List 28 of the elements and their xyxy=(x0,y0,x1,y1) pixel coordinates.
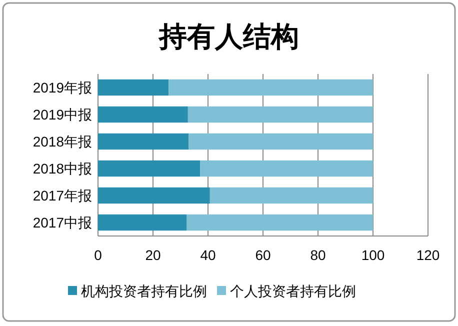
legend-label: 个人投资者持有比例 xyxy=(230,283,356,299)
bar xyxy=(168,79,373,96)
x-tick-label: 60 xyxy=(255,247,271,263)
legend-label: 机构投资者持有比例 xyxy=(81,283,207,299)
bar xyxy=(98,160,200,177)
x-tick-label: 120 xyxy=(416,247,440,263)
bar xyxy=(200,160,373,177)
bar xyxy=(98,106,188,123)
bar xyxy=(210,187,373,204)
y-tick-label: 2018中报 xyxy=(32,160,92,176)
bar xyxy=(186,214,373,231)
x-tick-label: 100 xyxy=(361,247,385,263)
chart-title: 持有人结构 xyxy=(158,21,299,52)
y-tick-label: 2019中报 xyxy=(32,106,92,122)
y-tick-label: 2018年报 xyxy=(32,134,92,150)
x-tick-label: 80 xyxy=(310,247,326,263)
x-tick-label: 40 xyxy=(200,247,216,263)
bar xyxy=(188,106,373,123)
bar xyxy=(98,79,169,96)
x-tick-label: 20 xyxy=(145,247,161,263)
bar xyxy=(188,133,373,150)
y-tick-label: 2017中报 xyxy=(32,214,92,230)
bar xyxy=(98,214,187,231)
bar xyxy=(98,187,210,204)
y-tick-label: 2019年报 xyxy=(32,80,92,96)
bar xyxy=(98,133,189,150)
y-tick-label: 2017年报 xyxy=(32,188,92,204)
x-tick-label: 0 xyxy=(94,247,102,263)
